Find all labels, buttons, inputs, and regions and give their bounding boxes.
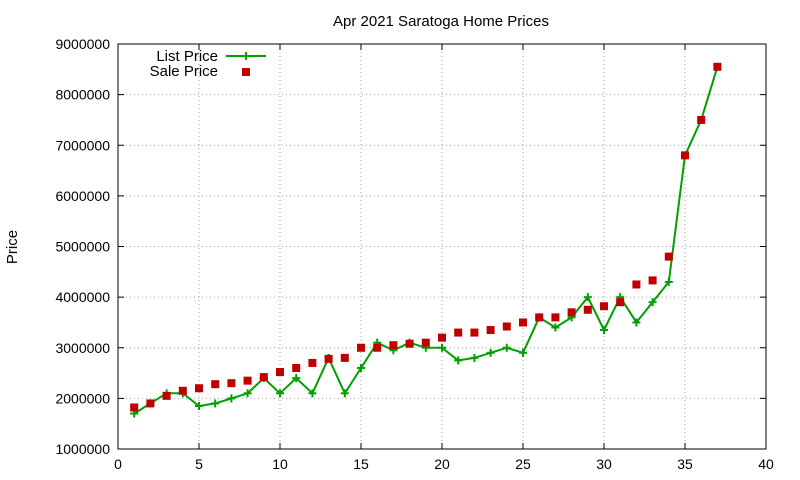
- y-axis-label: Price: [4, 230, 21, 264]
- list-price-point: [648, 298, 657, 307]
- sale-price-point: [276, 368, 284, 377]
- y-tick-label: 5000000: [55, 239, 110, 255]
- legend-label-list-price: List Price: [156, 48, 218, 65]
- y-tick-label: 1000000: [55, 441, 110, 457]
- axes: [117, 43, 767, 450]
- sale-price-point: [308, 358, 317, 367]
- sale-price-point: [259, 373, 268, 382]
- y-tick-label: 2000000: [55, 390, 110, 406]
- x-tick-label: 0: [114, 456, 122, 472]
- sale-price-point: [178, 386, 187, 395]
- list-price-point: [454, 356, 463, 365]
- sale-price-point: [389, 341, 398, 350]
- x-tick-label: 35: [677, 456, 693, 472]
- y-tick-label: 8000000: [55, 87, 110, 103]
- list-price-point: [227, 394, 236, 403]
- list-price-point: [308, 389, 317, 398]
- sale-price-point: [600, 302, 608, 311]
- sale-price-point: [502, 322, 511, 331]
- sale-price-point: [243, 376, 252, 385]
- x-tick-label: 20: [434, 456, 450, 472]
- sale-price-point: [519, 318, 527, 327]
- legend-label-sale-price: Sale Price: [150, 63, 218, 80]
- sale-price-point: [632, 280, 641, 289]
- sale-price-point: [616, 298, 625, 307]
- x-tick-label: 25: [515, 456, 531, 472]
- sale-price-point: [664, 252, 673, 261]
- x-tick-label: 40: [758, 456, 774, 472]
- sale-price-point: [373, 343, 382, 352]
- list-price-point: [357, 364, 365, 372]
- y-tick-label: 6000000: [55, 188, 110, 204]
- list-price-point: [276, 389, 284, 398]
- sale-price-point: [535, 313, 544, 322]
- sale-price-point: [713, 62, 722, 71]
- y-tick-label: 3000000: [55, 340, 110, 356]
- x-tick-label: 15: [353, 456, 369, 472]
- sale-price-point: [551, 313, 560, 322]
- list-price-point: [486, 348, 495, 357]
- sale-price-point: [405, 339, 414, 348]
- sale-price-point: [567, 308, 576, 317]
- sale-price-point: [421, 338, 430, 347]
- sale-price-point: [648, 276, 657, 285]
- chart-title: Apr 2021 Saratoga Home Prices: [333, 13, 549, 30]
- sale-price-point: [211, 380, 220, 389]
- sale-price-point: [227, 379, 236, 388]
- y-tick-label: 4000000: [55, 289, 110, 305]
- x-tick-label: 5: [195, 456, 203, 472]
- sale-price-point: [146, 399, 155, 408]
- y-tick-label: 9000000: [55, 36, 110, 52]
- tick-labels: 0 5 10 15 20 25 30 35 40 1000000 2000000 3000000 400…: [55, 36, 774, 472]
- list-price-point: [470, 353, 479, 362]
- sale-price-point: [583, 305, 592, 314]
- sale-price-point: [681, 151, 689, 160]
- sale-price-point: [438, 333, 446, 342]
- y-tick-label: 7000000: [55, 137, 110, 153]
- sale-price-point: [486, 326, 495, 335]
- list-price-point: [211, 399, 220, 408]
- series-layer: [130, 62, 722, 418]
- list-price-point: [664, 277, 673, 286]
- sale-price-point: [324, 354, 333, 363]
- list-price-point: [340, 389, 349, 398]
- list-price-point: [600, 326, 608, 335]
- list-price-point: [438, 343, 446, 352]
- sale-price-point: [162, 391, 171, 400]
- list-price-point: [519, 348, 527, 357]
- sale-price-point: [340, 353, 349, 362]
- grid-lines: [118, 44, 766, 449]
- list-price-point: [292, 374, 301, 383]
- x-tick-label: 10: [272, 456, 288, 472]
- sale-price-point: [292, 364, 301, 372]
- list-price-point: [502, 343, 511, 352]
- legend-marker-sale-price: [242, 68, 250, 76]
- x-tick-label: 30: [596, 456, 612, 472]
- sale-price-point: [470, 328, 479, 337]
- sale-price-point: [195, 384, 203, 393]
- list-price-line: [133, 66, 719, 415]
- sale-price-point: [130, 403, 139, 412]
- legend-marker-list-price: [242, 52, 250, 60]
- list-price-point: [632, 318, 641, 327]
- list-price-point: [195, 401, 203, 410]
- list-price-point: [551, 323, 560, 332]
- sale-price-point: [357, 343, 365, 352]
- list-price-point: [583, 293, 592, 302]
- sale-price-point: [454, 328, 463, 337]
- list-price-point: [243, 389, 252, 398]
- sale-price-point: [697, 115, 706, 124]
